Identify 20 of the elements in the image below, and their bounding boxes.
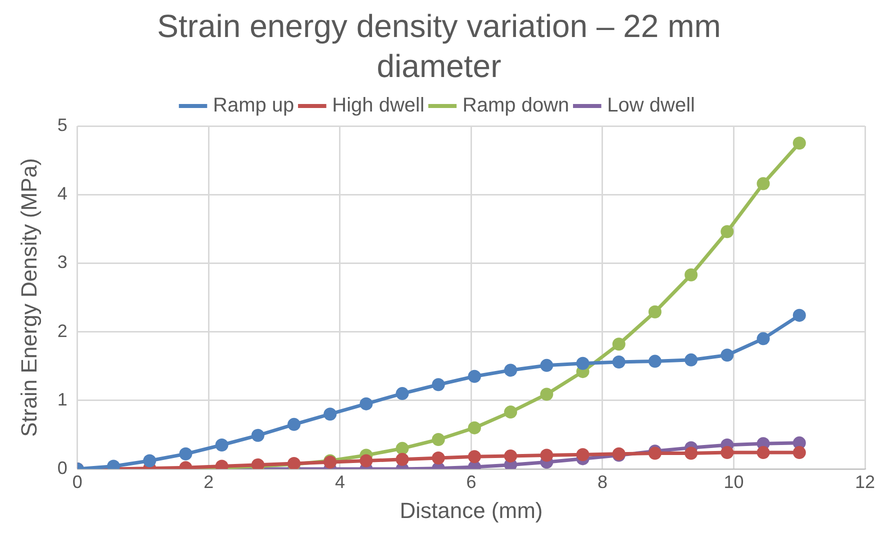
y-tick-label: 0 (57, 458, 68, 478)
y-tick-label: 5 (57, 114, 68, 135)
x-tick-label: 12 (854, 472, 876, 492)
y-axis-title: Strain Energy Density (MPa) (16, 158, 42, 437)
x-tick-label: 6 (466, 472, 476, 492)
y-tick-label: 2 (57, 320, 68, 341)
legend-label: High dwell (332, 94, 424, 117)
x-tick-label: 4 (334, 472, 345, 492)
y-tick-label: 3 (57, 252, 68, 272)
y-tick-label: 1 (57, 389, 68, 410)
x-tick-label: 10 (724, 472, 744, 492)
legend-label: Ramp up (213, 94, 294, 117)
x-tick-label: 0 (72, 472, 82, 492)
x-axis-title: Distance (mm) (400, 498, 543, 523)
y-tick-label: 4 (57, 184, 68, 204)
x-tick-label: 2 (204, 472, 214, 492)
legend-label: Ramp down (462, 94, 570, 117)
x-tick-label: 8 (597, 472, 608, 492)
legend-label: Low dwell (607, 94, 695, 117)
chart-title: Strain energy density variation – 22 mm diameter (157, 8, 721, 84)
